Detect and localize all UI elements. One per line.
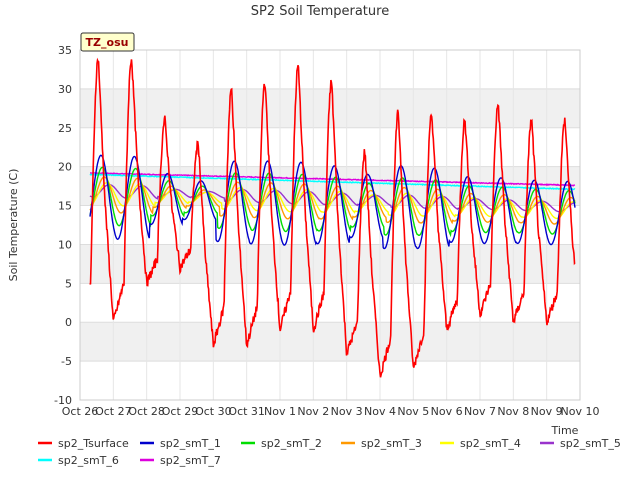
y-tick-label: 0 bbox=[65, 316, 72, 329]
legend-label-sp2_smT_7: sp2_smT_7 bbox=[160, 454, 221, 467]
series-line-sp2_Tsurface bbox=[89, 57, 576, 378]
x-tick-label: Nov 3 bbox=[331, 405, 363, 418]
x-tick-label: Nov 7 bbox=[464, 405, 496, 418]
legend-label-sp2_smT_3: sp2_smT_3 bbox=[361, 437, 422, 450]
x-tick-label: Nov 1 bbox=[264, 405, 296, 418]
x-tick-label: Oct 28 bbox=[128, 405, 165, 418]
x-tick-label: Nov 9 bbox=[531, 405, 563, 418]
x-tick-label: Nov 8 bbox=[497, 405, 529, 418]
legend-label-sp2_Tsurface: sp2_Tsurface bbox=[58, 437, 129, 450]
legend-label-sp2_smT_6: sp2_smT_6 bbox=[58, 454, 119, 467]
plot-band bbox=[80, 283, 580, 323]
legend-label-sp2_smT_4: sp2_smT_4 bbox=[460, 437, 521, 450]
plot-band bbox=[80, 361, 580, 400]
x-tick-label: Nov 5 bbox=[397, 405, 429, 418]
chart-title: SP2 Soil Temperature bbox=[251, 4, 389, 19]
plot-band bbox=[80, 127, 580, 167]
y-tick-label: 10 bbox=[58, 238, 72, 251]
y-axis-ticks: -10 -5 0 5 10 15 20 25 30 35 bbox=[54, 44, 72, 407]
series-layer bbox=[89, 57, 576, 378]
x-tick-label: Nov 2 bbox=[297, 405, 329, 418]
x-tick-label: Oct 29 bbox=[162, 405, 199, 418]
x-tick-label: Oct 26 bbox=[62, 405, 99, 418]
x-tick-label: Oct 31 bbox=[228, 405, 265, 418]
legend-label-sp2_smT_2: sp2_smT_2 bbox=[261, 437, 322, 450]
legend-label-sp2_smT_5: sp2_smT_5 bbox=[560, 437, 621, 450]
y-tick-label: 35 bbox=[58, 44, 72, 57]
series-line-sp2_smT_2 bbox=[89, 166, 576, 238]
x-tick-label: Oct 30 bbox=[195, 405, 232, 418]
plot-frame bbox=[79, 49, 581, 401]
y-tick-label: 25 bbox=[58, 122, 72, 135]
plot-band bbox=[80, 205, 580, 245]
y-tick-label: 30 bbox=[58, 83, 72, 96]
legend-label-sp2_smT_1: sp2_smT_1 bbox=[160, 437, 221, 450]
annotation-label: TZ_osu bbox=[86, 36, 129, 49]
x-tick-label: Nov 4 bbox=[364, 405, 396, 418]
annotation-badge: TZ_osu bbox=[80, 32, 135, 52]
y-tick-label: -10 bbox=[54, 394, 72, 407]
x-tick-label: Nov 6 bbox=[431, 405, 463, 418]
y-tick-label: 5 bbox=[65, 277, 72, 290]
x-tick-label: Oct 27 bbox=[95, 405, 132, 418]
plot-band bbox=[80, 322, 580, 362]
plot-band bbox=[80, 244, 580, 284]
y-tick-label: 20 bbox=[58, 161, 72, 174]
series-line-sp2_smT_1 bbox=[89, 154, 576, 250]
legend: sp2_Tsurface sp2_smT_1 sp2_smT_2 sp2_smT_3 s… bbox=[38, 437, 621, 467]
x-tick-label: Nov 10 bbox=[561, 405, 600, 418]
x-axis-label: Time bbox=[551, 424, 579, 437]
y-axis-label: Soil Temperature (C) bbox=[7, 169, 20, 282]
y-tick-label: -5 bbox=[61, 355, 72, 368]
y-tick-label: 15 bbox=[58, 200, 72, 213]
